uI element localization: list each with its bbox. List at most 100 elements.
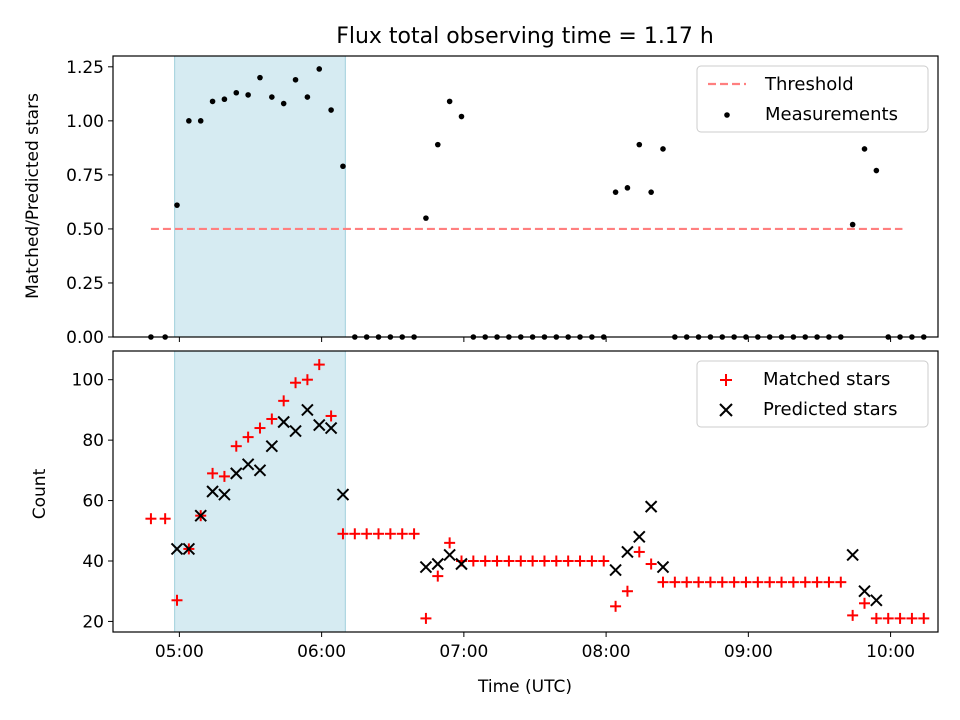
x-tick-label: 06:00 <box>297 642 346 662</box>
measurement-point <box>174 202 180 208</box>
measurement-point <box>197 118 204 124</box>
predicted-star-stroke <box>870 594 883 607</box>
y-axis-ticks: 20 40 60 80 100 <box>72 371 113 632</box>
matched-star-marker <box>787 576 799 588</box>
matched-star-marker <box>145 513 157 525</box>
matched-star-marker <box>704 576 716 588</box>
matched-star-marker <box>218 470 230 482</box>
x-tick-label: 08:00 <box>582 642 631 662</box>
legend-measurement-label: Measurements <box>765 104 898 125</box>
predicted-star-stroke <box>858 585 871 598</box>
measurement-point <box>624 185 631 191</box>
measurement-point <box>446 98 453 105</box>
matched-star-marker <box>799 576 811 588</box>
matched-star-marker <box>906 612 918 624</box>
y-tick-label: 80 <box>82 431 104 451</box>
y-tick-label: 0.75 <box>66 166 104 186</box>
predicted-star-marker <box>277 415 290 429</box>
predicted-star-stroke <box>336 488 350 501</box>
matched-star-marker <box>527 555 539 567</box>
matched-star-marker <box>681 576 693 588</box>
predicted-star-stroke <box>253 464 267 477</box>
matched-star-marker <box>811 576 823 588</box>
predicted-star-stroke <box>313 418 326 432</box>
predicted-star-marker <box>644 500 658 513</box>
predicted-star-stroke <box>182 542 196 556</box>
predicted-star-marker <box>230 467 243 480</box>
matched-star-marker <box>361 528 373 540</box>
matched-star-marker <box>408 528 420 540</box>
panel-top: Flux total observing time = 1.17 h 0.000… <box>23 24 939 348</box>
predicted-star-stroke <box>644 500 658 513</box>
predicted-star-marker <box>431 557 444 571</box>
predicted-star-stroke <box>206 485 219 498</box>
predicted-star-stroke <box>277 415 290 429</box>
measurement-point <box>280 100 287 107</box>
predicted-star-marker <box>870 594 883 607</box>
predicted-star-marker <box>289 424 302 438</box>
predicted-star-stroke <box>443 548 456 562</box>
measurement-point <box>328 107 334 113</box>
matched-star-marker <box>207 467 219 479</box>
measurement-point <box>423 215 429 221</box>
matched-star-marker <box>503 555 515 567</box>
matched-star-marker <box>728 576 740 588</box>
predicted-star-marker <box>265 439 279 453</box>
matched-star-marker <box>859 597 871 609</box>
matched-star-marker <box>823 576 835 588</box>
predicted-star-stroke <box>846 548 859 562</box>
predicted-star-marker <box>858 585 871 598</box>
matched-star-marker <box>847 609 859 621</box>
matched-star-marker <box>444 537 456 549</box>
predicted-star-marker <box>170 542 184 556</box>
legend-predicted-label: Predicted stars <box>763 399 897 420</box>
matched-star-marker <box>693 576 705 588</box>
measurement-point <box>636 141 643 148</box>
matched-star-marker <box>254 422 266 434</box>
predicted-star-marker <box>301 403 314 417</box>
matched-star-marker <box>420 612 432 624</box>
predicted-star-stroke <box>241 458 255 471</box>
legend-threshold-label: Threshold <box>764 74 854 95</box>
matched-star-marker <box>776 576 788 588</box>
matched-star-marker <box>349 528 361 540</box>
matched-star-marker <box>278 395 290 407</box>
measurement-point <box>292 76 299 83</box>
y-tick-label: 40 <box>82 552 104 572</box>
matched-star-marker <box>562 555 574 567</box>
predicted-star-marker <box>324 421 338 435</box>
measurement-point <box>304 94 311 100</box>
matched-star-marker <box>373 528 385 540</box>
predicted-star-marker <box>194 509 207 522</box>
predicted-star-marker <box>336 488 350 501</box>
matched-star-marker <box>882 612 894 624</box>
predicted-star-marker <box>206 485 219 498</box>
shaded-interval-band <box>174 55 346 338</box>
matched-star-marker <box>894 612 906 624</box>
shaded-interval-band <box>174 350 346 633</box>
predicted-star-marker <box>455 557 468 571</box>
predicted-star-stroke <box>265 439 279 453</box>
matched-star-marker <box>835 576 847 588</box>
predicted-star-marker <box>621 545 634 559</box>
predicted-star-marker <box>633 530 646 544</box>
x-axis-ticks: 05:00 06:00 07:00 08:00 09:00 10:00 <box>155 632 915 662</box>
matched-star-marker <box>574 555 586 567</box>
predicted-star-marker <box>846 548 859 562</box>
matched-star-marker <box>740 576 752 588</box>
y-tick-label: 0.50 <box>66 220 104 240</box>
predicted-star-stroke <box>633 530 646 544</box>
y-tick-label: 20 <box>82 612 104 632</box>
panel-bottom: 20 40 60 80 100 05:00 06:00 07:00 08:00 09:00 10:… <box>30 350 939 697</box>
legend-box <box>696 65 929 133</box>
measurement-point <box>861 146 868 152</box>
matched-star-marker <box>313 359 325 371</box>
matched-star-marker <box>764 576 776 588</box>
legend-matched-swatch <box>720 374 732 386</box>
matched-star-marker <box>242 431 254 443</box>
x-tick-label: 07:00 <box>439 642 488 662</box>
predicted-star-marker <box>313 418 326 432</box>
measurement-point <box>849 221 856 228</box>
measurement-point <box>340 163 346 170</box>
